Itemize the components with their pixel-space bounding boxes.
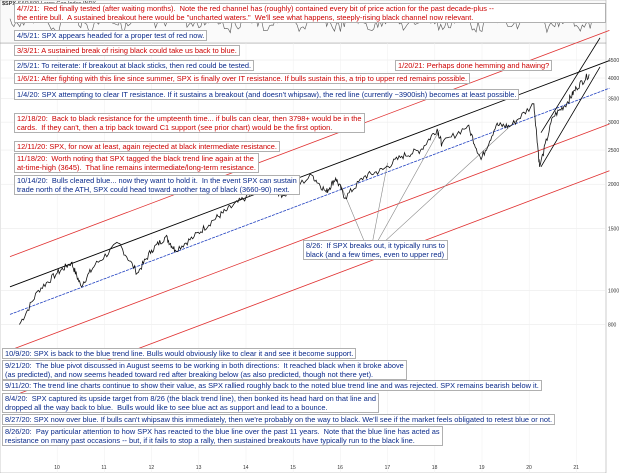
- steep-black-channel-upper: [540, 37, 601, 133]
- callout-pointer: [369, 129, 440, 256]
- y-tick-label: 1000: [608, 288, 619, 294]
- note-3-3-21: 3/3/21: A sustained break of rising blac…: [14, 45, 240, 56]
- x-tick-label: 19: [479, 465, 485, 471]
- y-tick-label: 2500: [608, 148, 619, 154]
- note-1-20-21: 1/20/21: Perhaps done hemming and hawing…: [395, 60, 553, 71]
- note-10-14-20: 10/14/20: Bulls cleared blue... now they…: [14, 175, 300, 195]
- callout-pointer: [369, 119, 518, 256]
- y-tick-label: 2000: [608, 182, 619, 188]
- middle-red-channel-line: [9, 123, 610, 351]
- note-12-11-20: 12/11/20: SPX, for now at least, again r…: [14, 141, 280, 152]
- x-axis-labels: 10 11 12 13 14 15 16 17 18 19 20 21: [54, 465, 579, 471]
- note-11-18-20: 11/18/20: Worth noting that SPX tagged t…: [14, 153, 259, 173]
- x-tick-label: 11: [101, 465, 106, 471]
- y-tick-label: 4000: [608, 76, 619, 82]
- note-1-4-20: 1/4/20: SPX attempting to clear IT resis…: [14, 89, 520, 100]
- y-tick-label: 1500: [608, 226, 619, 232]
- note-4-5-21: 4/5/21: SPX appears headed for a proper …: [14, 30, 208, 41]
- x-tick-label: 17: [385, 465, 391, 471]
- y-tick-label: 3500: [608, 96, 619, 102]
- y-axis-labels: 4500 4000 3500 3000 2500 2000 1500 1000 800: [608, 58, 619, 329]
- x-tick-label: 13: [196, 465, 202, 471]
- note-1-6-21: 1/6/21: After fighting with this line si…: [14, 73, 471, 84]
- note-10-9-20: 10/9/20: SPX is back to the blue trend l…: [2, 348, 357, 359]
- y-tick-label: 3000: [608, 120, 619, 126]
- note-8-4-20: 8/4/20: SPX captured its upside target f…: [2, 393, 379, 413]
- x-tick-label: 15: [290, 465, 296, 471]
- blue-trend-line: [9, 87, 610, 315]
- x-tick-label: 21: [573, 465, 579, 471]
- lower-red-channel-line: [9, 170, 610, 398]
- y-tick-label: 4500: [608, 58, 619, 64]
- y-tick-label: 800: [608, 323, 617, 329]
- x-tick-label: 16: [337, 465, 343, 471]
- x-tick-label: 20: [526, 465, 532, 471]
- x-tick-label: 18: [432, 465, 438, 471]
- price-line: [19, 73, 590, 325]
- note-2-5-21: 2/5/21: To reiterate: If breakout at bla…: [14, 60, 255, 71]
- callout-pointer: [369, 162, 388, 256]
- note-4-7-21: 4/7/21: Red finally tested (after waitin…: [14, 3, 606, 23]
- note-8-27-20: 8/27/20: SPX now over blue. If bulls can…: [2, 414, 556, 425]
- x-tick-label: 12: [149, 465, 155, 471]
- note-8-26-callout: 8/26: If SPX breaks out, it typically ru…: [303, 240, 448, 260]
- note-9-21-20: 9/21/20: The blue pivot discussed in Aug…: [2, 360, 407, 380]
- note-9-11-20: 9/11/20: The trend line charts continue …: [2, 380, 542, 391]
- ticker-label: $SPX: [2, 1, 17, 7]
- steep-black-channel-lower: [540, 66, 601, 168]
- x-tick-label: 10: [54, 465, 60, 471]
- x-tick-label: 14: [243, 465, 249, 471]
- note-12-18-20: 12/18/20: Back to black resistance for t…: [14, 113, 365, 133]
- note-8-26-20: 8/26/20: Pay particular attention to how…: [2, 426, 443, 446]
